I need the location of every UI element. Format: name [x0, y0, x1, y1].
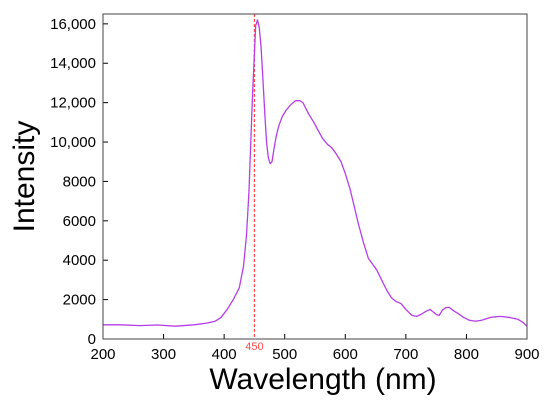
- x-tick-label-800: 800: [454, 346, 479, 363]
- y-tick-label-4000: 4000: [63, 252, 96, 269]
- y-tick-label-16000: 16,000: [50, 16, 96, 33]
- x-tick-label-200: 200: [90, 346, 115, 363]
- plot-frame-layer: [102, 13, 528, 340]
- x-tick-label-500: 500: [272, 346, 297, 363]
- x-tick-label-900: 900: [514, 346, 539, 363]
- x-axis-title: Wavelength (nm): [209, 363, 436, 396]
- y-tick-label-12000: 12,000: [50, 95, 96, 112]
- y-tick-label-8000: 8000: [63, 173, 96, 190]
- annotations: 450: [245, 14, 264, 353]
- y-axis-title: Intensity: [8, 121, 41, 233]
- y-tick-label-6000: 6000: [63, 213, 96, 230]
- marker-label-450: 450: [245, 341, 263, 353]
- x-tick-label-700: 700: [393, 346, 418, 363]
- y-tick-label-14000: 14,000: [50, 55, 96, 72]
- y-tick-label-0: 0: [88, 331, 96, 348]
- x-tick-label-400: 400: [212, 346, 237, 363]
- x-tick-label-600: 600: [333, 346, 358, 363]
- x-tick-label-300: 300: [151, 346, 176, 363]
- y-tick-label-10000: 10,000: [50, 134, 96, 151]
- series-line-0: [103, 19, 528, 327]
- y-tick-label-2000: 2000: [63, 292, 96, 309]
- axes: 200 300 400 500 600 700 800 900 0 2000 4000 6000 800…: [50, 16, 539, 363]
- series-layer: [103, 19, 528, 327]
- plot-frame: [102, 13, 528, 340]
